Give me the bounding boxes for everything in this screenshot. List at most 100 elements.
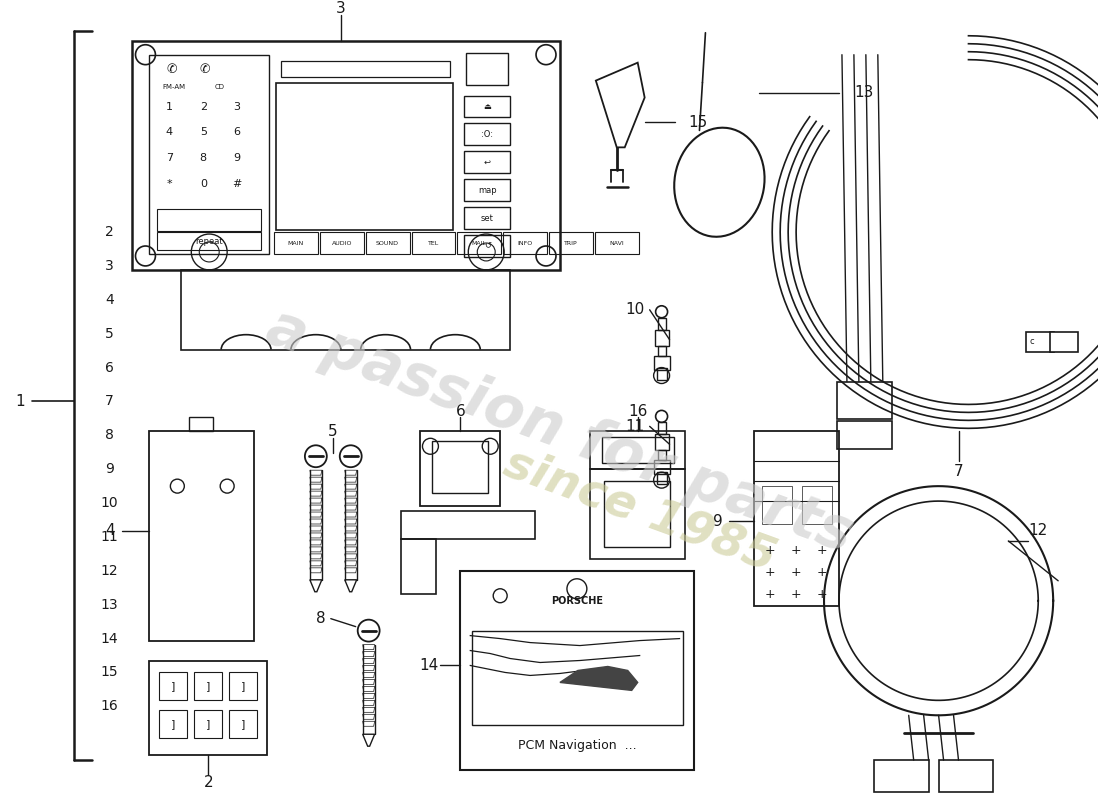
Polygon shape (344, 498, 356, 503)
Polygon shape (344, 505, 356, 510)
Text: ]: ] (172, 719, 176, 730)
Text: 8: 8 (316, 611, 326, 626)
Text: ↺: ↺ (484, 242, 491, 250)
Polygon shape (310, 491, 322, 496)
Bar (657, 367, 667, 379)
Bar (503, 232, 547, 254)
Bar (150, 54, 270, 254)
Text: 7: 7 (106, 394, 114, 409)
Polygon shape (363, 694, 375, 698)
Bar (590, 431, 684, 469)
Polygon shape (310, 477, 322, 482)
Polygon shape (596, 62, 645, 147)
Bar (873, 760, 928, 792)
Bar (189, 418, 213, 431)
Text: ⏏: ⏏ (483, 102, 492, 111)
Text: TRIP: TRIP (564, 241, 578, 246)
Text: 8: 8 (200, 154, 207, 163)
Bar (229, 673, 257, 700)
Polygon shape (363, 673, 375, 678)
Text: 1: 1 (15, 394, 24, 409)
Text: 10: 10 (101, 496, 119, 510)
Bar (837, 382, 892, 419)
Text: +: + (791, 566, 802, 579)
Polygon shape (310, 512, 322, 517)
Text: repeat: repeat (196, 237, 223, 246)
Polygon shape (363, 666, 375, 670)
Text: ✆: ✆ (199, 63, 209, 76)
Bar (472, 630, 682, 726)
Polygon shape (344, 519, 356, 524)
Bar (464, 151, 510, 174)
Polygon shape (344, 540, 356, 545)
Bar (654, 330, 669, 346)
Bar (590, 469, 684, 559)
Text: 10: 10 (626, 302, 645, 318)
Bar (160, 673, 187, 700)
Bar (400, 539, 437, 594)
Text: 9: 9 (713, 514, 723, 529)
Polygon shape (310, 580, 322, 592)
Text: MAIN: MAIN (288, 241, 304, 246)
Bar (150, 661, 267, 755)
Polygon shape (344, 484, 356, 489)
Bar (365, 232, 409, 254)
Text: ]: ] (172, 682, 176, 691)
Bar (658, 422, 666, 434)
Text: MAIL: MAIL (472, 241, 487, 246)
Polygon shape (310, 547, 322, 552)
Bar (755, 431, 839, 606)
Polygon shape (363, 707, 375, 712)
Polygon shape (310, 519, 322, 524)
Polygon shape (344, 526, 356, 531)
Bar (182, 270, 510, 350)
Text: 11: 11 (626, 419, 645, 434)
Text: 2: 2 (200, 102, 207, 111)
Bar (464, 235, 510, 257)
Text: 3: 3 (233, 102, 241, 111)
Text: 9: 9 (233, 154, 241, 163)
Text: +: + (764, 544, 776, 558)
Bar (653, 460, 670, 474)
Text: 0: 0 (200, 179, 207, 190)
Polygon shape (363, 658, 375, 663)
Text: a passion for parts: a passion for parts (260, 298, 861, 564)
Bar (276, 82, 453, 230)
Text: PORSCHE: PORSCHE (551, 596, 603, 606)
Text: CD: CD (214, 83, 224, 90)
Bar (460, 571, 694, 770)
Polygon shape (344, 547, 356, 552)
Bar (658, 450, 666, 460)
Text: ]: ] (241, 719, 245, 730)
Text: 6: 6 (455, 404, 465, 419)
Text: +: + (791, 588, 802, 602)
Text: 9: 9 (106, 462, 114, 476)
Bar (595, 232, 639, 254)
Text: 4: 4 (166, 127, 173, 138)
Bar (420, 431, 500, 506)
Bar (653, 356, 670, 370)
Bar (157, 232, 261, 250)
Bar (411, 232, 455, 254)
Text: NAVI: NAVI (609, 241, 624, 246)
Bar (837, 422, 892, 450)
Text: ]: ] (206, 682, 210, 691)
Polygon shape (363, 714, 375, 719)
Polygon shape (344, 470, 356, 475)
Bar (157, 209, 261, 231)
Text: 15: 15 (689, 115, 707, 130)
Bar (280, 61, 450, 77)
Text: 5: 5 (200, 127, 207, 138)
Text: 12: 12 (101, 564, 119, 578)
Text: 14: 14 (419, 658, 438, 673)
Text: 12: 12 (1028, 523, 1048, 538)
Text: 3: 3 (336, 2, 345, 16)
Text: 1: 1 (166, 102, 173, 111)
Bar (458, 232, 502, 254)
Bar (464, 207, 510, 229)
Text: 15: 15 (101, 666, 119, 679)
Text: since 1985: since 1985 (497, 441, 782, 581)
Text: ✆: ✆ (166, 63, 177, 76)
Polygon shape (310, 568, 322, 573)
Text: ]: ] (241, 682, 245, 691)
